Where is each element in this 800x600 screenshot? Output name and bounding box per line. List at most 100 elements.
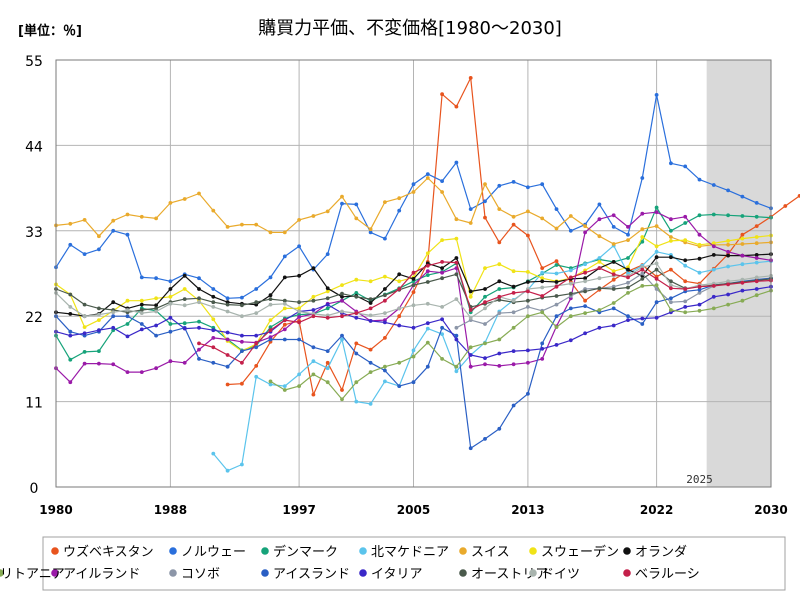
legend-label-12: ドイツ: [541, 567, 580, 582]
data-point-4-1990: [197, 191, 201, 196]
data-point-11-2018: [597, 286, 602, 291]
data-point-3-1996: [282, 384, 287, 388]
data-point-7-2009: [468, 364, 473, 369]
data-point-13-2004: [397, 287, 402, 291]
data-point-10-2014: [540, 346, 545, 351]
data-point-1-2028: [740, 194, 745, 199]
data-point-7-2020: [626, 225, 630, 229]
data-point-14-2016: [568, 314, 573, 319]
data-point-11-2017: [583, 289, 587, 294]
x-tick-label-2022: 2022: [640, 503, 673, 517]
data-point-5-1997: [297, 306, 301, 311]
data-point-1-1994: [254, 287, 259, 291]
data-point-3-2027: [726, 264, 730, 269]
data-point-14-2029: [754, 293, 759, 298]
data-point-14-1998: [311, 372, 316, 377]
data-point-4-2012: [511, 214, 516, 219]
legend-label-0: ウズベキスタン: [63, 544, 154, 560]
data-point-14-2027: [726, 302, 730, 307]
data-point-4-2016: [568, 214, 573, 218]
data-point-2-2020: [626, 256, 630, 260]
data-point-3-2028: [740, 262, 745, 267]
data-point-9-1993: [240, 349, 244, 353]
data-point-14-2011: [497, 337, 502, 342]
data-point-7-1990: [197, 347, 201, 352]
data-point-4-2021: [640, 227, 645, 232]
data-point-0-1996: [282, 322, 287, 327]
data-point-13-2019: [611, 272, 616, 277]
data-point-6-1986: [139, 302, 144, 307]
x-tick-label-1997: 1997: [282, 503, 315, 517]
data-point-10-2008: [454, 337, 459, 342]
data-point-12-2017: [583, 279, 587, 284]
data-point-10-1988: [168, 315, 173, 320]
data-point-6-1988: [168, 287, 173, 291]
data-point-13-2020: [626, 275, 630, 280]
legend-marker-4: [459, 547, 467, 555]
data-point-14-1996: [282, 388, 287, 392]
legend-label-9: アイスランド: [273, 567, 350, 582]
data-point-7-2027: [726, 249, 730, 254]
data-point-14-2022: [654, 283, 659, 287]
data-point-3-2006: [425, 326, 430, 331]
series-13: [197, 260, 773, 365]
data-point-4-1984: [111, 218, 116, 223]
data-point-0-2012: [511, 222, 516, 227]
data-point-12-2012: [511, 298, 516, 303]
data-point-12-1992: [225, 309, 230, 314]
data-point-0-2023: [669, 267, 673, 272]
data-point-12-1991: [211, 305, 216, 309]
legend-label-11: オーストリア: [471, 567, 548, 582]
data-point-3-2007: [440, 332, 444, 336]
data-point-2-1982: [82, 350, 87, 354]
data-point-10-2019: [611, 323, 616, 328]
legend-marker-3: [359, 547, 367, 555]
data-point-4-1982: [82, 218, 87, 222]
x-tick-label-2005: 2005: [397, 503, 430, 517]
legend-label-5: スウェーデン: [541, 544, 619, 560]
data-point-5-2019: [611, 269, 616, 274]
data-point-2-1999: [325, 306, 330, 311]
data-point-1-2029: [754, 201, 759, 205]
data-point-7-2000: [340, 298, 344, 303]
data-point-6-1984: [111, 300, 116, 305]
data-point-6-2024: [683, 258, 688, 263]
data-point-6-1999: [325, 286, 330, 291]
data-point-9-1987: [154, 333, 159, 338]
legend-marker-10: [359, 569, 367, 577]
data-point-14-2026: [711, 306, 716, 311]
data-point-14-2007: [440, 357, 444, 361]
data-point-3-2003: [383, 379, 387, 384]
data-point-10-2028: [740, 288, 745, 293]
plot-border: [55, 59, 772, 488]
data-point-0-2032: [797, 194, 800, 198]
data-point-11-2002: [368, 297, 373, 301]
data-point-4-2022: [654, 224, 659, 229]
data-point-3-1994: [254, 374, 259, 379]
data-point-1-2026: [711, 183, 716, 187]
legend-marker-11: [459, 569, 467, 577]
data-point-4-2009: [468, 221, 473, 225]
data-point-7-2014: [540, 357, 545, 361]
data-point-11-2005: [411, 283, 416, 287]
data-point-10-1998: [311, 308, 316, 312]
data-point-5-1999: [325, 289, 330, 294]
data-point-14-2010: [483, 341, 487, 346]
forecast-region: [706, 60, 771, 487]
data-point-6-2011: [497, 279, 502, 284]
data-point-4-1981: [68, 221, 73, 226]
data-point-13-1999: [325, 315, 330, 320]
data-point-0-1992: [225, 382, 230, 387]
data-point-13-2024: [683, 287, 688, 291]
legend-marker-1: [169, 547, 177, 555]
data-point-12-2018: [597, 276, 602, 281]
data-point-4-2011: [497, 207, 502, 212]
data-point-11-1991: [211, 300, 216, 305]
data-point-14-2009: [468, 345, 473, 350]
data-point-14-2015: [554, 325, 559, 329]
data-point-7-2018: [597, 217, 602, 222]
data-point-9-2025: [697, 287, 702, 292]
data-point-3-1999: [325, 366, 330, 371]
data-point-4-2013: [526, 209, 530, 214]
data-point-14-1999: [325, 380, 330, 385]
